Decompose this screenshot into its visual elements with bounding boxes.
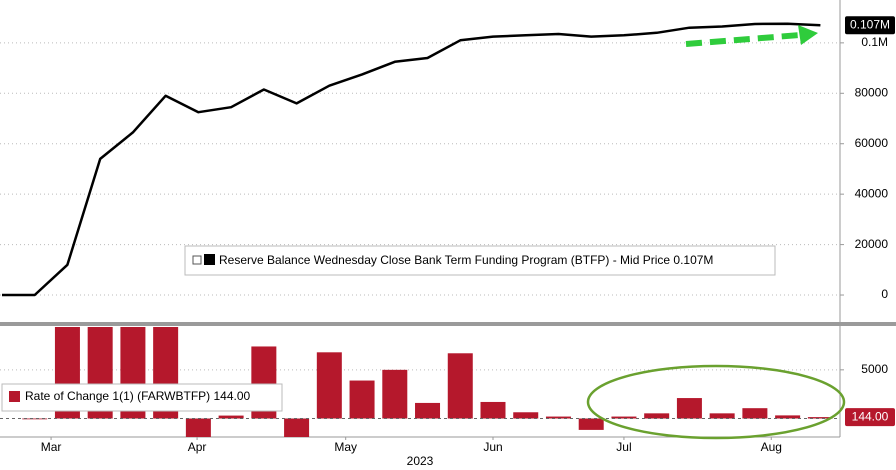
y-tick-label: 20000 [855, 237, 889, 251]
y-tick-label: 40000 [855, 186, 889, 200]
bar [807, 417, 833, 419]
bar [382, 369, 408, 419]
last-value-label: 144.00 [852, 409, 889, 423]
last-value-tag [845, 408, 895, 427]
bar [22, 418, 48, 420]
legend-swatch [204, 254, 215, 265]
bar [578, 418, 604, 430]
bar [709, 413, 735, 419]
bar [545, 416, 571, 419]
y-tick-label: 5000 [861, 362, 888, 376]
bar [480, 401, 506, 419]
bar [415, 402, 441, 419]
last-value-label: 0.107M [850, 17, 890, 31]
x-tick-label: Mar [41, 440, 62, 454]
legend-label: Rate of Change 1(1) (FARWBTFP) 144.00 [25, 389, 251, 403]
bar [87, 327, 113, 419]
y-tick-label: 0.1M [861, 35, 888, 49]
y-tick-label: 80000 [855, 85, 889, 99]
x-tick-label: May [334, 440, 357, 454]
legend-top: Reserve Balance Wednesday Close Bank Ter… [184, 245, 776, 276]
bar [218, 415, 244, 419]
x-tick-label: Aug [761, 440, 782, 454]
green-arrow [685, 25, 818, 47]
bar [447, 353, 473, 419]
bar [513, 412, 539, 419]
y-tick-label: 60000 [855, 136, 889, 150]
x-tick-label: Apr [188, 440, 207, 454]
y-tick-label: 0 [881, 287, 888, 301]
bar [775, 415, 801, 419]
legend-swatch [9, 391, 20, 402]
legend-label: Reserve Balance Wednesday Close Bank Ter… [219, 253, 713, 267]
bar [644, 413, 670, 419]
line-series [2, 22, 821, 297]
plot-area [2, 22, 821, 297]
bar [185, 418, 211, 437]
bar [316, 352, 342, 419]
bar [742, 408, 768, 419]
last-value-tag [845, 16, 895, 35]
x-axis-label: 2023 [407, 454, 434, 468]
bar [349, 380, 375, 419]
x-tick-label: Jul [616, 440, 631, 454]
panel-divider [0, 322, 896, 326]
highlight-ellipse [586, 364, 846, 440]
x-tick-label: Jun [483, 440, 502, 454]
legend-bottom: Rate of Change 1(1) (FARWBTFP) 144.00 [1, 383, 283, 412]
bar [284, 418, 310, 437]
bar [611, 416, 637, 419]
bar [676, 398, 702, 419]
